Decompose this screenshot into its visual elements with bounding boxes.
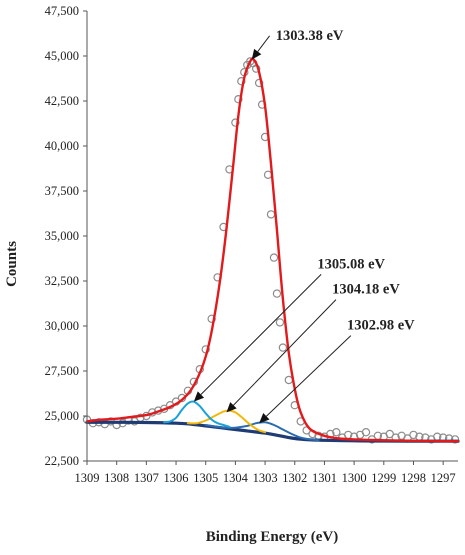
peak_1302-line (204, 421, 320, 442)
annotation-label: 1305.08 eV (317, 256, 385, 272)
y-tick-label: 42,500 (45, 94, 79, 108)
raw-data-point (275, 318, 285, 327)
raw-data-point (237, 76, 246, 86)
raw-data-point (254, 78, 264, 88)
annotation-arrow-head (259, 413, 270, 424)
x-tick-label: 1306 (164, 471, 189, 485)
raw-data-point (207, 314, 216, 323)
y-tick-label: 40,000 (45, 139, 79, 153)
raw-data-point (234, 94, 243, 104)
annotation-label: 1304.18 eV (332, 282, 400, 298)
y-tick-label: 45,000 (45, 49, 79, 63)
annotation-arrow-head (193, 391, 205, 402)
x-tick-label: 1305 (193, 471, 218, 485)
x-tick-label: 1303 (253, 471, 278, 485)
x-tick-label: 1299 (371, 471, 396, 485)
annotation-arrow-line (233, 299, 337, 406)
x-axis-title: Binding Energy (eV) (206, 529, 339, 545)
annotation-arrow-line (257, 35, 270, 52)
raw-data-point (231, 118, 240, 127)
y-tick-label: 25,000 (45, 409, 79, 423)
annotation-label: 1303.38 eV (276, 28, 344, 44)
raw-data-point (332, 428, 341, 437)
raw-data-point (409, 430, 418, 440)
y-axis-title: Counts (4, 241, 20, 287)
peak_1305-line (163, 400, 231, 428)
envelope-line (85, 57, 460, 443)
raw-data-point (278, 343, 288, 352)
raw-data-point (272, 289, 282, 298)
y-tick-label: 27,500 (45, 364, 79, 378)
y-tick-label: 30,000 (45, 319, 79, 333)
annotation-arrow-line (266, 335, 352, 417)
x-tick-label: 1309 (75, 471, 100, 485)
x-tick-label: 1298 (401, 471, 426, 485)
x-tick-label: 1300 (342, 471, 367, 485)
raw-data-point (269, 253, 279, 262)
fit-series-layer (85, 57, 460, 443)
x-tick-label: 1304 (223, 471, 249, 485)
x-tick-label: 1307 (134, 471, 159, 485)
y-tick-label: 37,500 (45, 184, 79, 198)
annotation-arrow-line (200, 274, 322, 395)
raw-data-point (385, 429, 394, 439)
x-tick-label: 1297 (431, 471, 456, 485)
x-tick-label: 1302 (282, 471, 307, 485)
y-tick-label: 22,500 (45, 454, 79, 468)
annotation-label: 1302.98 eV (347, 318, 415, 334)
x-tick-label: 1308 (104, 471, 129, 485)
annotation-arrow-head (251, 48, 262, 60)
axes-layer: 22,500 25,000 27,500 30,000 32,500 35,000 37,5… (45, 4, 458, 485)
raw-data-point (361, 428, 371, 437)
raw-data-point (450, 435, 460, 444)
y-tick-label: 32,500 (45, 274, 79, 288)
y-tick-label: 47,500 (45, 4, 79, 18)
peak_1304-line (186, 409, 267, 434)
annotation-arrow-head (226, 402, 237, 413)
y-tick-label: 35,000 (45, 229, 79, 243)
annotations-layer: 1303.38 eV 1305.08 eV 1304.18 eV 1302.98 eV (193, 28, 415, 424)
x-tick-label: 1301 (312, 471, 337, 485)
